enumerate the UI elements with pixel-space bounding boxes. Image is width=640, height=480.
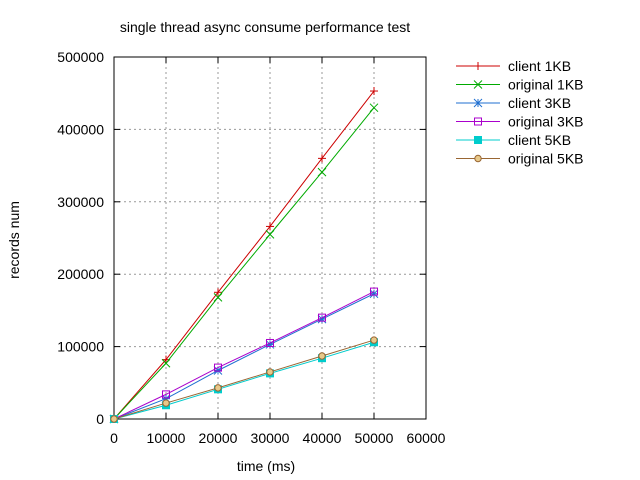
data-point — [369, 289, 379, 299]
series-original-1kb — [109, 103, 379, 424]
y-tick-label: 300000 — [57, 194, 104, 210]
data-point — [214, 384, 222, 392]
legend-label: original 5KB — [508, 151, 584, 167]
x-axis-label: time (ms) — [237, 458, 295, 474]
series-line — [113, 293, 375, 420]
y-tick-label: 500000 — [57, 49, 104, 65]
data-point — [110, 415, 118, 423]
data-point — [370, 287, 378, 296]
data-point — [266, 368, 274, 376]
x-tick-label: 10000 — [147, 430, 186, 446]
data-point — [214, 288, 222, 297]
data-point — [213, 293, 223, 302]
legend-marker — [474, 154, 482, 163]
data-point — [369, 103, 379, 113]
legend-marker — [474, 62, 482, 70]
data-point — [317, 167, 327, 177]
y-tick-label: 100000 — [57, 339, 104, 355]
series-line — [113, 341, 375, 420]
legend-entry: original 5KB — [456, 151, 584, 167]
y-axis-ticks: 0 100000 200000 300000 400000 500000 — [57, 49, 426, 427]
legend-entry: client 1KB — [456, 58, 571, 74]
series-line — [113, 90, 375, 420]
x-tick-label: 30000 — [251, 430, 290, 446]
grid-lines — [114, 57, 426, 419]
legend-label: client 5KB — [508, 132, 571, 148]
x-tick-label: 40000 — [303, 430, 342, 446]
legend-entry: original 3KB — [456, 114, 584, 130]
series-original-3kb — [110, 287, 378, 423]
legend-marker — [474, 136, 482, 144]
x-tick-label: 0 — [110, 430, 118, 446]
legend-marker — [473, 80, 483, 89]
x-tick-label: 60000 — [407, 430, 446, 446]
data-point — [162, 399, 170, 407]
chart-title: single thread async consume performance … — [120, 19, 410, 35]
y-tick-label: 200000 — [57, 266, 104, 282]
data-point — [162, 390, 170, 399]
legend-marker — [474, 117, 482, 126]
x-tick-label: 50000 — [355, 430, 394, 446]
series-original-5kb — [110, 336, 378, 423]
series-client-1kb — [110, 87, 378, 423]
y-tick-label: 400000 — [57, 121, 104, 137]
legend-label: original 3KB — [508, 114, 584, 130]
legend-entry: client 5KB — [456, 132, 571, 148]
data-point — [318, 154, 326, 163]
data-point — [318, 352, 326, 360]
legend-label: original 1KB — [508, 77, 584, 93]
y-axis-label: records num — [6, 201, 22, 279]
legend: client 1KB original 1KB client 3KB original… — [456, 58, 584, 167]
legend-entry: client 3KB — [456, 95, 571, 111]
legend-label: client 1KB — [508, 58, 571, 74]
series-layer — [109, 87, 379, 424]
legend-label: client 3KB — [508, 95, 571, 111]
data-point — [370, 336, 378, 344]
data-point — [266, 222, 274, 231]
data-point — [213, 366, 223, 375]
series-line — [113, 339, 375, 420]
x-tick-label: 20000 — [199, 430, 238, 446]
legend-marker — [473, 98, 483, 108]
series-line — [113, 291, 375, 420]
data-point — [161, 358, 171, 368]
y-tick-label: 0 — [96, 411, 104, 427]
data-point — [370, 87, 378, 96]
data-point — [214, 363, 222, 372]
series-line — [113, 107, 375, 420]
data-point — [266, 338, 274, 347]
x-axis-ticks: 0 10000 20000 30000 40000 50000 60000 — [110, 57, 446, 446]
legend-entry: original 1KB — [456, 77, 584, 93]
data-point — [265, 230, 275, 239]
data-point — [318, 313, 326, 322]
